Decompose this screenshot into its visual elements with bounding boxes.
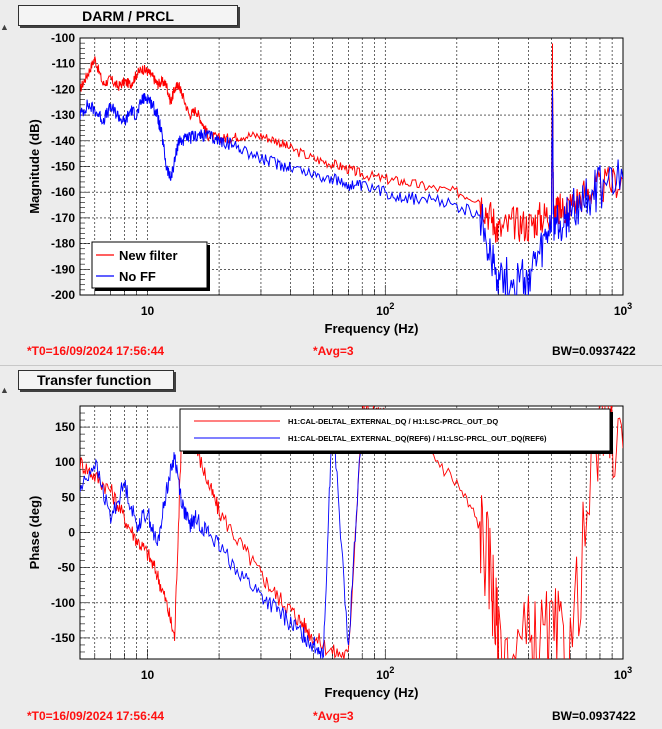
phase-panel-title[interactable]: Transfer function [18, 370, 174, 390]
series-group [80, 406, 623, 659]
y-tick-label: -100 [51, 31, 75, 45]
legend: H1:CAL-DELTAL_EXTERNAL_DQ / H1:LSC-PRCL_… [179, 408, 613, 454]
y-tick-label: -190 [51, 262, 75, 276]
legend-label: No FF [119, 269, 156, 284]
bandwidth-value: BW=0.0937422 [552, 344, 636, 358]
x-axis-label: Frequency (Hz) [325, 321, 419, 336]
y-axis-label: Magnitude (dB) [27, 119, 42, 214]
y-tick-label: -200 [51, 288, 75, 302]
magnitude-chart[interactable]: -100 -110 -120 -130 -140 -150 -160 -170 -180 -190… [0, 0, 662, 340]
phase-chart[interactable]: 150 100 50 0 -50 -100 -150 10 102 103 Frequency (H… [0, 366, 662, 706]
y-tick-label: -150 [51, 160, 75, 174]
avg-count: *Avg=3 [313, 344, 354, 358]
magnitude-panel: ▲ DARM / PRCL -100 -110 -120 -130 -140 -150 -1… [0, 0, 662, 365]
triangle-up-icon[interactable]: ▲ [0, 385, 9, 395]
series-line-new [80, 406, 623, 659]
y-tick-label: -120 [51, 82, 75, 96]
magnitude-panel-title[interactable]: DARM / PRCL [18, 5, 238, 26]
bandwidth-value: BW=0.0937422 [552, 709, 636, 723]
x-tick-label: 103 [614, 665, 632, 682]
series-line-new [80, 43, 623, 243]
grid [80, 37, 623, 296]
x-tick-label: 10 [141, 304, 155, 318]
series-group [80, 43, 623, 295]
legend-label: H1:CAL-DELTAL_EXTERNAL_DQ / H1:LSC-PRCL_… [288, 417, 498, 426]
triangle-up-icon[interactable]: ▲ [0, 22, 9, 32]
t0-timestamp: *T0=16/09/2024 17:56:44 [27, 709, 165, 723]
x-tick-label: 103 [614, 301, 632, 318]
y-tick-label: 50 [62, 490, 76, 504]
y-tick-label: 150 [55, 420, 75, 434]
y-tick-label: -130 [51, 108, 75, 122]
x-axis-label: Frequency (Hz) [325, 685, 419, 700]
y-tick-label: -100 [51, 596, 75, 610]
y-tick-label: -50 [58, 561, 76, 575]
phase-panel: ▲ Transfer function 150 100 50 0 -50 -100 -150… [0, 366, 662, 729]
y-tick-label: -140 [51, 134, 75, 148]
t0-timestamp: *T0=16/09/2024 17:56:44 [27, 344, 165, 358]
y-axis-label: Phase (deg) [27, 496, 42, 570]
legend-label: New filter [119, 248, 178, 263]
y-tick-label: -180 [51, 237, 75, 251]
series-line-ref [80, 89, 623, 295]
x-tick-label: 10 [141, 668, 155, 682]
x-tick-label: 102 [376, 301, 394, 318]
y-tick-label: 0 [68, 526, 75, 540]
panel-divider [0, 365, 662, 366]
avg-count: *Avg=3 [313, 709, 354, 723]
legend-box [91, 241, 208, 289]
x-tick-label: 102 [376, 665, 394, 682]
legend: New filter No FF [91, 241, 210, 291]
y-tick-label: -160 [51, 185, 75, 199]
y-tick-label: 100 [55, 455, 75, 469]
y-tick-label: -150 [51, 631, 75, 645]
series-line-ref [80, 412, 363, 659]
y-tick-label: -170 [51, 211, 75, 225]
legend-label: H1:CAL-DELTAL_EXTERNAL_DQ(REF6) / H1:LSC… [288, 434, 547, 443]
legend-box [179, 408, 611, 452]
y-tick-label: -110 [52, 57, 76, 71]
